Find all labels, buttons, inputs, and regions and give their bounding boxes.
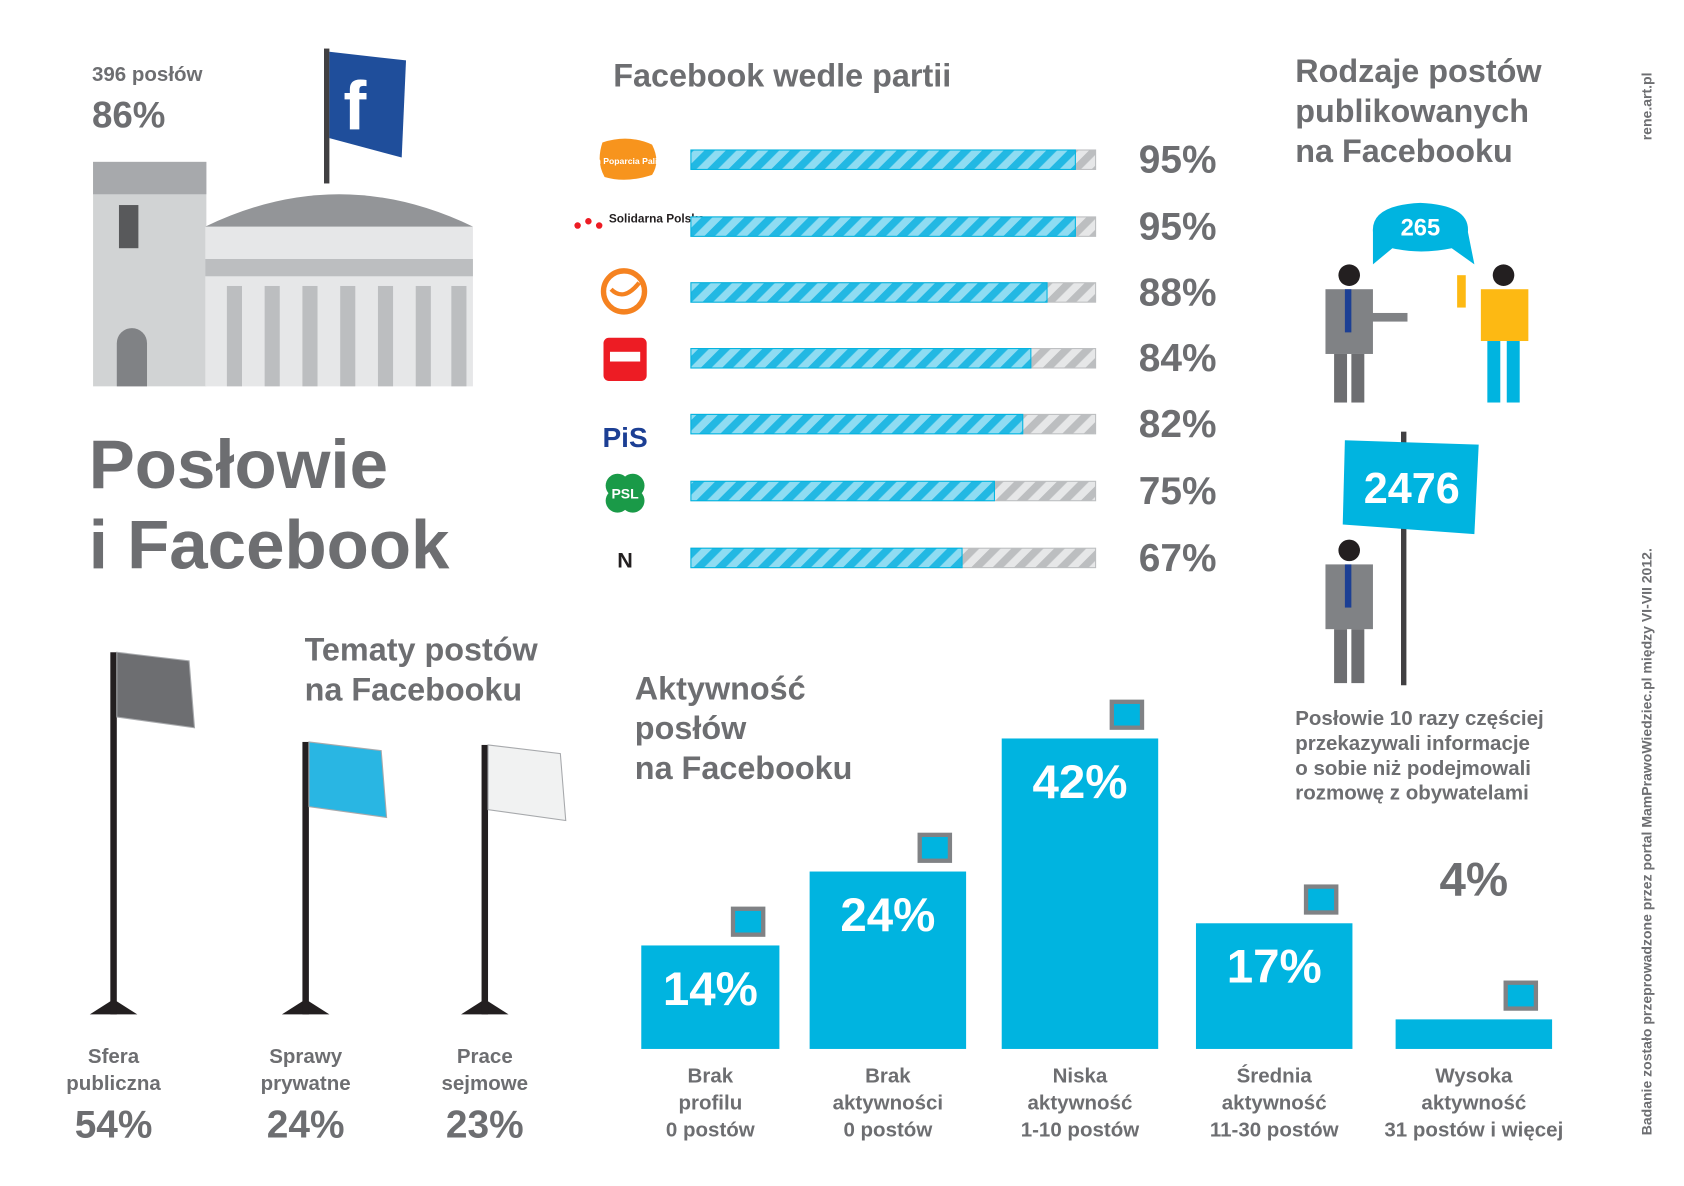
- bar: [690, 413, 1024, 435]
- category-label: Sprawy prywatne: [261, 1045, 351, 1095]
- bar: [690, 480, 995, 502]
- bar: [809, 871, 967, 1049]
- bar: [1001, 738, 1159, 1049]
- monitor-screen: [735, 910, 762, 933]
- value-label: 17%: [1227, 941, 1322, 994]
- mp-share: 86%: [92, 94, 165, 135]
- flag-pole: [302, 741, 309, 1015]
- post-types-note: Posłowie 10 razy częściej przekazywali in…: [1295, 707, 1543, 804]
- value-label: 88%: [1139, 271, 1217, 314]
- post-types-title: Rodzaje postów publikowanych na Facebooku: [1295, 53, 1542, 169]
- flag-pole: [481, 744, 489, 1015]
- facebook-logo: f: [343, 66, 367, 144]
- topics-title: Tematy postów na Facebooku: [305, 631, 539, 707]
- parliament-illustration: f: [93, 48, 473, 387]
- flag-pole: [110, 652, 117, 1015]
- value-label: 54%: [75, 1103, 153, 1146]
- mp-count: 396 posłów: [92, 63, 203, 86]
- main-title: Posłowie i Facebook: [89, 425, 450, 584]
- value-label: 24%: [840, 889, 935, 942]
- bar: [690, 149, 1076, 170]
- party-label: Solidarna Polska: [609, 211, 705, 225]
- monitor-screen: [1113, 703, 1140, 726]
- category-label: Brak profilu 0 postów: [666, 1064, 755, 1141]
- party-logos: Ruch Poparcia Palikota Solidarna Polska …: [574, 138, 705, 573]
- value-label: 84%: [1139, 337, 1217, 380]
- value-label: 67%: [1139, 537, 1217, 580]
- source-credit: Badanie zostało przeprowadzone przez por…: [1638, 548, 1654, 1135]
- category-label: Wysoka aktywność 31 postów i więcej: [1384, 1064, 1563, 1141]
- party-label: Ruch Poparcia Palikota: [579, 156, 675, 166]
- party-label: PiS: [602, 422, 647, 453]
- flag-cloth: [487, 744, 567, 822]
- category-label: Średnia aktywność 11-30 postów: [1210, 1063, 1339, 1141]
- value-label: 75%: [1139, 470, 1217, 513]
- category-label: Brak aktywności 0 postów: [833, 1064, 944, 1141]
- monitor-screen: [921, 836, 948, 859]
- bar: [690, 282, 1048, 303]
- monitor-screen: [1507, 984, 1534, 1007]
- bar: [1395, 1019, 1553, 1049]
- conversations-count: 265: [1401, 215, 1441, 241]
- activity-title: Aktywność posłów na Facebooku: [635, 670, 853, 786]
- category-label: Sfera publiczna: [66, 1045, 161, 1095]
- value-label: 95%: [1139, 206, 1217, 249]
- value-label: 42%: [1032, 756, 1127, 809]
- bar: [690, 348, 1032, 369]
- value-label: 82%: [1139, 403, 1217, 446]
- value-label: 95%: [1139, 139, 1217, 182]
- bar: [690, 216, 1076, 237]
- value-label: 14%: [663, 963, 758, 1016]
- party-chart-title: Facebook wedle partii: [613, 57, 951, 93]
- value-label: 24%: [267, 1103, 345, 1146]
- post-types-illustration: [1325, 202, 1529, 686]
- author-credit: rene.art.pl: [1638, 73, 1654, 141]
- flag-cloth: [116, 651, 196, 729]
- value-label: 4%: [1440, 853, 1509, 906]
- bar: [641, 945, 780, 1049]
- party-label: PSL: [611, 486, 639, 502]
- category-label: Niska aktywność 1-10 postów: [1021, 1064, 1140, 1141]
- party-label: N: [617, 548, 633, 573]
- category-label: Prace sejmowe: [441, 1045, 528, 1095]
- monitor-screen: [1308, 888, 1335, 911]
- bar: [690, 547, 963, 569]
- own-posts-count: 2476: [1364, 465, 1460, 513]
- value-label: 23%: [446, 1103, 524, 1146]
- bar: [1195, 923, 1353, 1049]
- flag-cloth: [308, 741, 388, 819]
